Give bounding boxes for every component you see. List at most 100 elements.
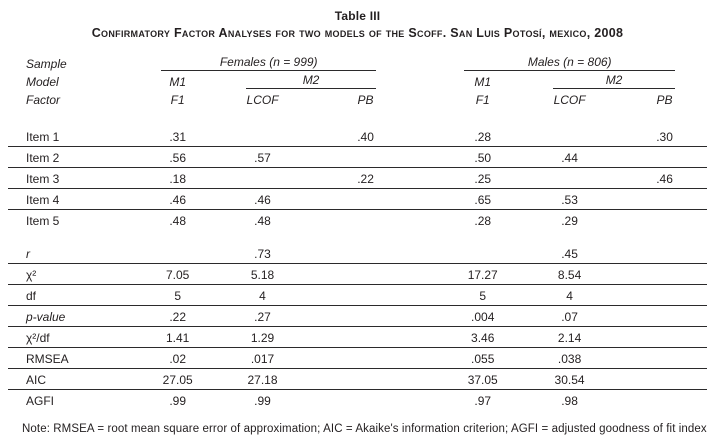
column-gap [416, 368, 449, 390]
column-gap [416, 167, 449, 189]
column-gap [416, 188, 449, 210]
value-cell: .50 [448, 146, 518, 168]
value-cell: 7.05 [145, 263, 210, 285]
value-cell: .46 [145, 188, 210, 210]
value-cell [315, 368, 417, 390]
value-cell: 3.46 [448, 326, 518, 348]
table-row: p-value .22.27 .004.07 [8, 305, 707, 327]
females-m1-header: M1 [169, 75, 187, 89]
value-cell [622, 347, 707, 369]
value-cell [315, 210, 416, 231]
value-cell [210, 126, 316, 147]
row-label: df [8, 284, 146, 306]
fit-statistics-section: r .73.45 χ² 7.05 5.18 17.27 8.54 df 5 4 5 4 p-value.… [8, 243, 707, 410]
value-cell: .73 [210, 243, 316, 264]
row-label: Item 1 [8, 126, 146, 147]
value-cell [622, 263, 707, 285]
table-row: Item 4.46.46.65.53 [8, 188, 707, 210]
item-loadings-section: Item 1.31.40.28.30 Item 2.56.57.50.44 Item… [8, 126, 707, 230]
column-gap [416, 263, 449, 285]
value-cell [145, 243, 210, 264]
value-cell: .27 [210, 305, 316, 327]
value-cell: .45 [517, 243, 623, 264]
value-cell: 2.14 [517, 326, 623, 348]
value-cell: .25 [448, 167, 518, 189]
value-cell: 27.05 [145, 368, 210, 390]
value-cell: 4 [517, 284, 623, 306]
table-row: Item 1.31 .40 .28 .30 [8, 126, 707, 147]
value-cell: .57 [210, 146, 316, 168]
value-cell: 37.05 [448, 368, 518, 390]
section-gap [8, 230, 707, 243]
value-cell: .48 [169, 214, 187, 228]
value-cell: .038 [517, 347, 623, 369]
value-cell [622, 188, 707, 210]
table-row: AGFI .99 .99 .97 .98 [8, 390, 707, 411]
cfa-results-table: Sample Females (n = 999) Males (n = 806)… [8, 55, 707, 410]
males-lcof-column-header: LCOF [553, 93, 586, 107]
value-cell [622, 326, 707, 348]
value-cell: 8.54 [517, 263, 623, 285]
value-cell: .46 [622, 167, 707, 189]
row-label: p-value [8, 305, 146, 327]
column-gap [416, 326, 449, 348]
value-cell: .98 [561, 394, 578, 408]
value-cell: 30.54 [517, 368, 623, 390]
column-gap [416, 91, 448, 109]
table-row: AIC 27.05 27.18 37.05 30.54 [8, 368, 707, 390]
table-row: RMSEA .02.017 .055.038 [8, 347, 707, 369]
value-cell: .99 [254, 394, 271, 408]
column-gap [416, 210, 448, 231]
row-label: χ² [8, 263, 146, 285]
value-cell [622, 210, 707, 231]
row-label: Item 3 [8, 167, 146, 189]
males-m1-header: M1 [474, 75, 492, 89]
value-cell: .40 [315, 126, 417, 147]
males-f1-column-header: F1 [475, 93, 490, 107]
males-m2-header: M2 [553, 73, 675, 89]
table-subtitle: Confirmatory Factor Analyses for two mod… [91, 26, 624, 40]
value-cell: .99 [169, 394, 187, 408]
males-pb-column-header: PB [656, 93, 673, 107]
table-number-title: Table III [334, 9, 381, 23]
value-cell [315, 188, 417, 210]
value-cell: 1.41 [145, 326, 210, 348]
sample-header-row: Sample Females (n = 999) Males (n = 806) [8, 55, 707, 73]
value-cell: .22 [145, 305, 210, 327]
value-cell: .30 [622, 126, 707, 147]
row-label: Item 4 [8, 188, 146, 210]
row-label: RMSEA [8, 347, 146, 369]
value-cell: .22 [315, 167, 417, 189]
value-cell: .29 [561, 214, 578, 228]
value-cell [315, 326, 417, 348]
row-label: χ²/df [8, 326, 146, 348]
value-cell: .56 [145, 146, 210, 168]
value-cell: 1.29 [210, 326, 316, 348]
value-cell [622, 305, 707, 327]
females-group-header: Females (n = 999) [161, 55, 377, 71]
row-label: AGFI [26, 394, 55, 408]
value-cell [315, 263, 417, 285]
column-gap [416, 347, 449, 369]
factor-header-row: Factor F1 LCOF PB F1 LCOF PB [8, 91, 707, 109]
value-cell: .18 [145, 167, 210, 189]
value-cell: 17.27 [448, 263, 518, 285]
column-gap [416, 305, 449, 327]
value-cell [517, 126, 623, 147]
sample-label: Sample [26, 57, 67, 71]
value-cell [315, 390, 416, 411]
value-cell: .44 [517, 146, 623, 168]
table-row: Item 2.56.57 .50.44 [8, 146, 707, 168]
females-f1-column-header: F1 [170, 93, 185, 107]
value-cell [622, 243, 707, 264]
table-row: r .73 .45 [8, 243, 707, 264]
value-cell: 5 [145, 284, 210, 306]
value-cell: 5.18 [210, 263, 316, 285]
row-label: Item 5 [26, 214, 60, 228]
females-lcof-column-header: LCOF [246, 93, 279, 107]
column-gap [416, 390, 448, 411]
model-label: Model [26, 75, 59, 89]
value-cell [315, 243, 417, 264]
value-cell [315, 305, 417, 327]
value-cell: .28 [474, 214, 492, 228]
